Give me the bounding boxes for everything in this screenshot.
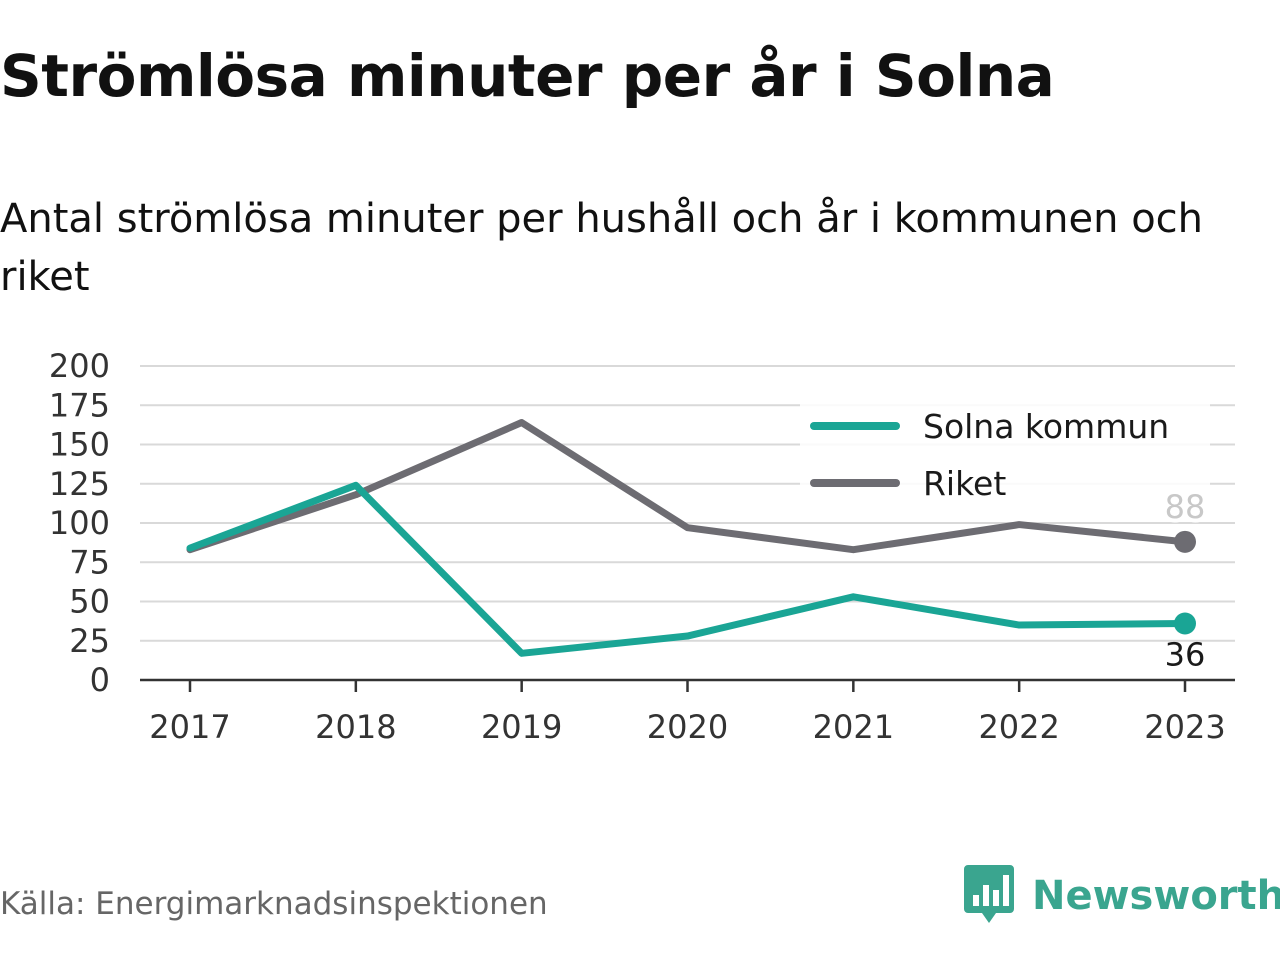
x-tick-label: 2021: [813, 708, 894, 746]
y-tick-label: 75: [69, 543, 110, 581]
series-end-point: [1174, 530, 1196, 553]
y-tick-label: 0: [90, 661, 110, 699]
y-tick-label: 100: [49, 504, 110, 542]
x-axis: 2017 2018 2019 2020 2021 2022 2023: [140, 678, 1235, 746]
x-tick-label: 2019: [481, 708, 562, 746]
y-tick-label: 50: [69, 583, 110, 621]
x-tick-label: 2023: [1144, 708, 1225, 746]
end-label: 36: [1165, 635, 1206, 673]
end-label-halo: 88: [1165, 488, 1206, 526]
bar-chart-speech-bubble-icon: [964, 865, 1014, 923]
legend-background: [800, 402, 1210, 512]
y-tick-label: 150: [49, 426, 110, 464]
legend: Solna kommun Riket: [800, 402, 1210, 512]
series-lines: [186, 419, 1196, 657]
brand-logo: Newsworthy: [964, 864, 1280, 928]
legend-label: Riket: [923, 464, 1006, 503]
chart-title: Strömlösa minuter per år i Solna: [0, 42, 1055, 110]
brand-name: Newsworthy: [1032, 873, 1280, 919]
x-tick-label: 2017: [149, 708, 230, 746]
y-tick-label: 200: [49, 347, 110, 385]
y-tick-label: 125: [49, 465, 110, 503]
y-tick-label: 25: [69, 622, 110, 660]
series-end-point: [1174, 612, 1196, 635]
y-tick-label: 175: [49, 386, 110, 424]
x-tick-label: 2020: [647, 708, 728, 746]
x-tick-label: 2018: [315, 708, 396, 746]
x-tick-label: 2022: [978, 708, 1059, 746]
series-line: [186, 481, 1189, 657]
end-label: 88: [1165, 488, 1206, 526]
series-line: [186, 419, 1189, 554]
chart-subtitle: Antal strömlösa minuter per hushåll och …: [0, 196, 1204, 300]
legend-label: Solna kommun: [923, 407, 1169, 446]
source-note: Källa: Energimarknadsinspektionen: [0, 886, 548, 922]
